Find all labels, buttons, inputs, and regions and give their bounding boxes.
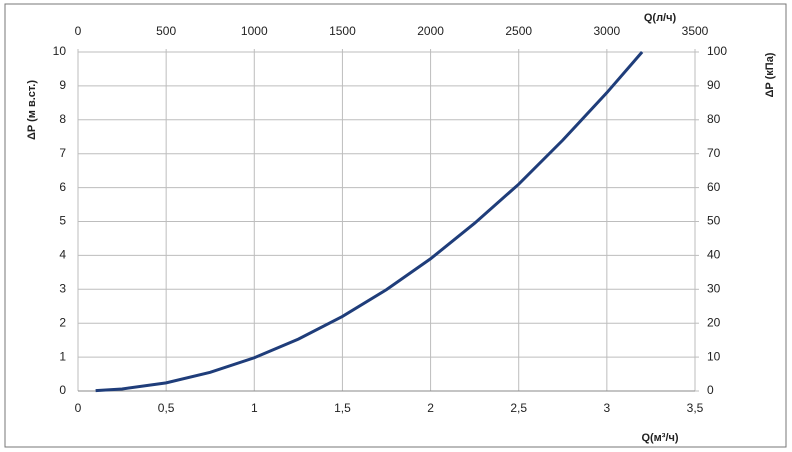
y-tick-label: 3 [59, 281, 66, 295]
y2-tick-label: 100 [707, 44, 727, 58]
x-tick-label: 2 [427, 401, 434, 415]
data-line [95, 51, 644, 393]
x-tick-label: 0,5 [158, 401, 175, 415]
y2-tick-label: 10 [707, 349, 721, 363]
x2-tick-label: 1500 [329, 24, 356, 38]
x2-tick-label: 3500 [682, 24, 709, 38]
y2-tick-label: 60 [707, 180, 721, 194]
x-axis-title: Q(м³/ч) [641, 432, 678, 444]
y-tick-label: 5 [59, 214, 66, 228]
y-tick-label: 0 [59, 383, 66, 397]
x-tick-label: 3 [604, 401, 611, 415]
y-tick-label: 9 [59, 78, 66, 92]
y2-tick-label: 50 [707, 214, 721, 228]
x-tick-label: 0 [75, 401, 82, 415]
y2-tick-label: 90 [707, 78, 721, 92]
x2-tick-label: 2500 [505, 24, 532, 38]
y2-tick-label: 40 [707, 248, 721, 262]
x2-tick-label: 0 [75, 24, 82, 38]
y-tick-label: 2 [59, 315, 66, 329]
x2-tick-label: 3000 [594, 24, 621, 38]
y2-tick-label: 0 [707, 383, 714, 397]
x-tick-label: 1 [251, 401, 258, 415]
x2-tick-label: 500 [156, 24, 176, 38]
y-tick-label: 8 [59, 112, 66, 126]
x-tick-label: 1,5 [334, 401, 351, 415]
y2-tick-label: 80 [707, 112, 721, 126]
x-tick-label: 3,5 [687, 401, 704, 415]
x2-tick-label: 2000 [417, 24, 444, 38]
x2-tick-label: 1000 [241, 24, 268, 38]
x-tick-label: 2,5 [510, 401, 527, 415]
y2-tick-label: 20 [707, 315, 721, 329]
y-tick-label: 6 [59, 180, 66, 194]
y-axis-title: ΔP (м в.ст.) [26, 80, 38, 140]
y2-tick-label: 30 [707, 281, 721, 295]
y-tick-label: 4 [59, 248, 66, 262]
y-tick-label: 7 [59, 146, 66, 160]
y2-axis-title: ΔP (кПа) [764, 52, 776, 97]
y2-tick-label: 70 [707, 146, 721, 160]
x2-axis-title: Q(л/ч) [644, 12, 677, 24]
y-tick-label: 10 [53, 44, 67, 58]
frame [4, 3, 787, 448]
y-tick-label: 1 [59, 349, 66, 363]
